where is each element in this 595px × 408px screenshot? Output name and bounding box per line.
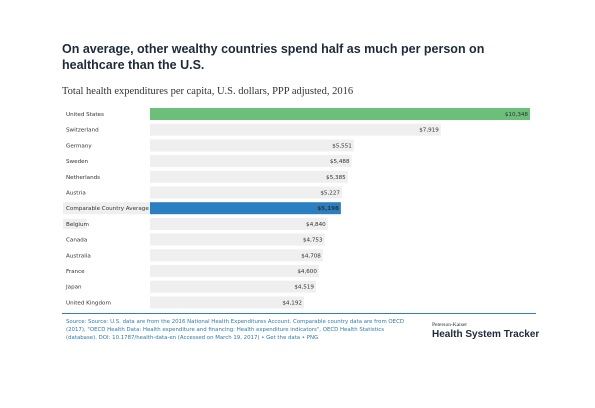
bar[interactable]	[150, 233, 325, 246]
footer-divider	[62, 313, 536, 314]
bar[interactable]	[150, 155, 352, 168]
value-label: $5,198	[317, 206, 339, 212]
value-label: $5,551	[332, 143, 352, 149]
brand-logo: Peterson-Kaiser Health System Tracker	[432, 322, 542, 340]
category-label: Australia	[66, 253, 91, 259]
bar[interactable]	[150, 249, 323, 262]
bar[interactable]	[150, 139, 354, 152]
bar[interactable]	[150, 108, 530, 120]
value-label: $10,348	[505, 112, 529, 118]
brand-small-text: Peterson-Kaiser	[432, 322, 468, 328]
value-label: $4,708	[301, 253, 321, 259]
value-label: $5,488	[330, 159, 350, 165]
bar[interactable]	[150, 186, 342, 199]
category-label: Sweden	[66, 159, 89, 165]
category-label: United Kingdom	[66, 300, 111, 306]
value-label: $5,385	[326, 175, 346, 181]
category-label: Japan	[65, 285, 82, 291]
value-label: $4,840	[306, 222, 326, 228]
source-note: Source: Source: U.S. data are from the 2…	[66, 319, 404, 341]
value-label: $7,919	[419, 128, 439, 134]
category-label: France	[66, 269, 85, 275]
page-title: On average, other wealthy countries spen…	[62, 42, 485, 72]
value-label: $5,227	[320, 191, 340, 197]
bar[interactable]	[150, 170, 348, 183]
category-label: Netherlands	[66, 175, 100, 181]
category-label: Belgium	[66, 222, 89, 228]
category-label: Austria	[66, 191, 86, 197]
value-label: $4,519	[294, 285, 314, 291]
bar[interactable]	[150, 265, 319, 277]
bar[interactable]	[150, 202, 341, 215]
category-label: Switzerland	[66, 128, 99, 134]
category-label: Comparable Country Average	[66, 206, 149, 212]
bar[interactable]	[150, 123, 441, 136]
category-label: Germany	[66, 143, 92, 149]
category-label: Canada	[66, 238, 87, 244]
bar[interactable]	[150, 296, 304, 309]
chart-title: Total health expenditures per capita, U.…	[62, 86, 354, 97]
value-label: $4,192	[282, 300, 302, 306]
value-label: $4,753	[303, 238, 323, 244]
bar[interactable]	[150, 280, 316, 293]
average-label-band	[63, 202, 150, 215]
category-label: United States	[66, 112, 104, 118]
bar[interactable]	[150, 217, 328, 230]
brand-name: Health System Tracker	[432, 329, 540, 340]
belgium-label-band	[63, 218, 87, 229]
value-label: $4,600	[297, 269, 317, 275]
